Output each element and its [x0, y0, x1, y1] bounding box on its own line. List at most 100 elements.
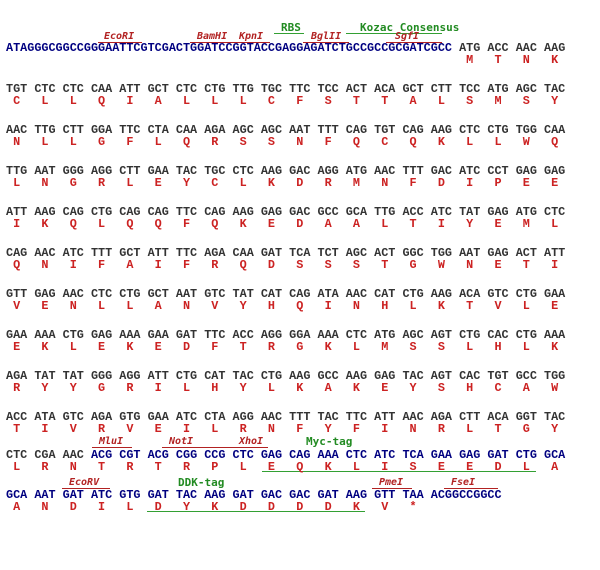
amino-acid: L: [41, 94, 49, 108]
amino-acid: L: [126, 500, 134, 514]
amino-acid: L: [126, 299, 134, 313]
amino-acid: L: [352, 460, 360, 474]
amino-acid: T: [98, 460, 106, 474]
feature-label: DDK-tag: [178, 476, 225, 489]
amino-acid: F: [352, 422, 360, 436]
amino-acid: E: [522, 176, 530, 190]
site-underline: [386, 42, 442, 43]
site-label: EcoRI: [104, 31, 135, 42]
amino-acid: N: [41, 500, 49, 514]
amino-acid: L: [239, 176, 247, 190]
amino-acid: D: [182, 340, 191, 354]
amino-acid: R: [182, 460, 191, 474]
amino-acid: L: [13, 460, 21, 474]
amino-acid: L: [239, 460, 247, 474]
amino-acid: C: [13, 94, 21, 108]
amino-acid: E: [154, 340, 162, 354]
amino-acid: Y: [466, 217, 474, 231]
dna-segment: AGA TAT TAT GGG AGG ATT CTG CAT TAC CTG …: [6, 369, 566, 383]
amino-acid: A: [522, 381, 530, 395]
amino-acid: Y: [69, 381, 77, 395]
amino-acid: F: [98, 258, 106, 272]
amino-acid: G: [522, 422, 530, 436]
amino-acid: I: [551, 258, 559, 272]
amino-acid: L: [409, 299, 417, 313]
amino-acid: W: [437, 258, 445, 272]
amino-acid: E: [267, 217, 276, 231]
amino-acid: K: [437, 299, 445, 313]
dna-line: GCA AAT GAT ATC GTG GAT TAC AAG GAT GAC …: [6, 489, 502, 501]
dna-segment: GTT GAG AAC CTC CTG GCT AAT GTC TAT CAT …: [6, 287, 566, 301]
amino-acid: E: [466, 460, 474, 474]
amino-acid: L: [41, 135, 49, 149]
amino-acid: E: [154, 176, 162, 190]
amino-acid: V: [13, 299, 21, 313]
amino-acid: Y: [239, 299, 247, 313]
site-underline: [303, 42, 349, 43]
amino-acid: S: [296, 258, 304, 272]
amino-acid: G: [98, 381, 106, 395]
amino-acid: Q: [98, 94, 106, 108]
amino-acid: Q: [296, 299, 304, 313]
amino-acid: I: [437, 217, 445, 231]
amino-acid: K: [352, 381, 360, 395]
amino-acid: A: [13, 500, 21, 514]
amino-acid: G: [69, 176, 77, 190]
amino-acid: F: [296, 94, 304, 108]
amino-acid: L: [69, 340, 77, 354]
amino-acid: Y: [41, 381, 49, 395]
amino-acid: H: [267, 299, 276, 313]
amino-acid: Y: [182, 176, 191, 190]
amino-acid: G: [409, 258, 417, 272]
amino-acid: I: [381, 460, 389, 474]
site-label: KpnI: [239, 31, 264, 42]
site-underline: [162, 447, 268, 448]
amino-acid: K: [324, 460, 332, 474]
amino-acid: E: [13, 340, 21, 354]
amino-acid: C: [494, 381, 502, 395]
amino-acid: Q: [154, 217, 162, 231]
site-underline: [98, 42, 142, 43]
amino-acid: E: [494, 217, 502, 231]
amino-acid: A: [154, 299, 162, 313]
site-label: EcoRV: [69, 477, 100, 488]
dna-line: AAC TTG CTT GGA TTC CTA CAA AGA AGC AGC …: [6, 124, 565, 136]
site-underline: [190, 42, 270, 43]
site-underline: [444, 488, 498, 489]
amino-acid: T: [239, 340, 247, 354]
amino-acid: D: [69, 500, 77, 514]
amino-acid: K: [41, 340, 49, 354]
amino-acid: T: [409, 217, 417, 231]
amino-acid: L: [69, 135, 77, 149]
amino-acid: K: [352, 500, 360, 514]
amino-acid: R: [13, 381, 21, 395]
amino-acid: L: [381, 217, 389, 231]
amino-acid: L: [98, 217, 106, 231]
amino-acid: Q: [551, 135, 559, 149]
amino-acid: L: [352, 340, 360, 354]
amino-acid: Y: [409, 381, 417, 395]
site-label: FseI: [451, 477, 476, 488]
amino-acid: F: [182, 258, 191, 272]
amino-acid: C: [267, 94, 276, 108]
amino-acid: G: [98, 135, 106, 149]
amino-acid: I: [126, 94, 134, 108]
amino-acid: I: [324, 299, 332, 313]
amino-acid: N: [267, 422, 276, 436]
amino-acid: A: [126, 258, 134, 272]
amino-acid: S: [352, 258, 360, 272]
amino-acid: W: [522, 135, 530, 149]
feature-label: Myc-tag: [306, 435, 353, 448]
amino-acid: E: [551, 299, 559, 313]
amino-acid: M: [352, 176, 360, 190]
amino-acid: I: [381, 422, 389, 436]
amino-acid: K: [267, 176, 276, 190]
amino-acid: L: [466, 422, 474, 436]
dna-segment: TTG AAT GGG AGG CTT GAA TAC TGC CTC AAG …: [6, 164, 566, 178]
amino-acid: A: [409, 94, 417, 108]
